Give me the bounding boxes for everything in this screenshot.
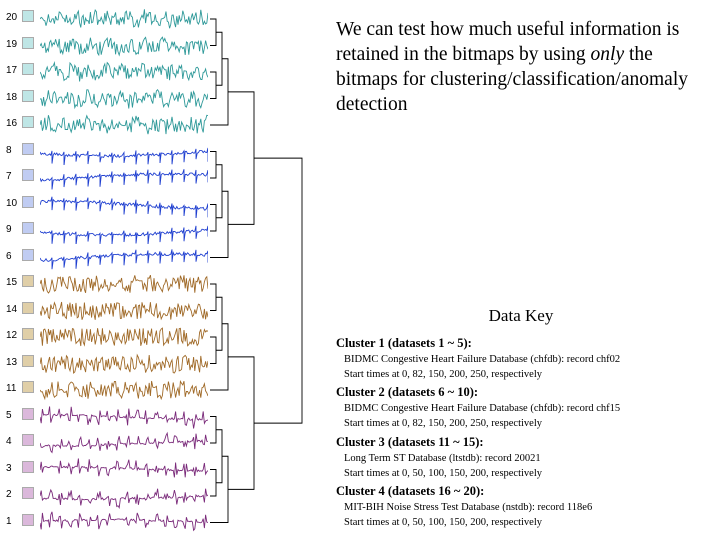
cluster-heading: Cluster 4 (datasets 16 ~ 20):: [336, 484, 706, 499]
waveform: [40, 377, 208, 403]
waveform-row: 16: [22, 112, 222, 139]
waveform: [40, 510, 208, 536]
headline-emph: only: [591, 44, 625, 65]
color-swatch: [22, 196, 34, 208]
waveform-row: 10: [22, 192, 222, 219]
cluster-heading: Cluster 1 (datasets 1 ~ 5):: [336, 336, 706, 351]
waveform-row: 6: [22, 245, 222, 272]
row-label: 3: [6, 463, 12, 474]
cluster-detail: Start times at 0, 50, 100, 150, 200, res…: [344, 516, 706, 529]
waveform: [40, 324, 208, 350]
row-label: 5: [6, 410, 12, 421]
color-swatch: [22, 487, 34, 499]
row-label: 19: [6, 39, 17, 50]
waveform-row: 19: [22, 33, 222, 60]
row-label: 12: [6, 330, 17, 341]
waveform-row: 15: [22, 271, 222, 298]
waveform-row: 9: [22, 218, 222, 245]
waveform-row: 20: [22, 6, 222, 33]
waveform-row: 12: [22, 324, 222, 351]
row-label: 13: [6, 357, 17, 368]
waveform-row: 5: [22, 404, 222, 431]
row-label: 11: [6, 383, 16, 394]
dendrogram: [210, 6, 320, 536]
waveform: [40, 192, 208, 218]
waveform: [40, 6, 208, 32]
waveform: [40, 457, 208, 483]
cluster-detail: Start times at 0, 82, 150, 200, 250, res…: [344, 417, 706, 430]
color-swatch: [22, 10, 34, 22]
color-swatch: [22, 408, 34, 420]
row-label: 9: [6, 224, 12, 235]
waveform: [40, 33, 208, 59]
row-label: 10: [6, 198, 17, 209]
color-swatch: [22, 169, 34, 181]
waveform-row: 2: [22, 483, 222, 510]
waveform-row: 7: [22, 165, 222, 192]
row-label: 6: [6, 251, 12, 262]
color-swatch: [22, 355, 34, 367]
waveform-row: 8: [22, 139, 222, 166]
waveform: [40, 271, 208, 297]
waveform: [40, 165, 208, 191]
waveform: [40, 218, 208, 244]
row-label: 7: [6, 171, 12, 182]
color-swatch: [22, 63, 34, 75]
row-label: 15: [6, 277, 17, 288]
color-swatch: [22, 249, 34, 261]
row-label: 20: [6, 12, 17, 23]
waveform: [40, 112, 208, 138]
waveform-row: 14: [22, 298, 222, 325]
row-label: 17: [6, 65, 17, 76]
waveform: [40, 483, 208, 509]
cluster-heading: Cluster 2 (datasets 6 ~ 10):: [336, 385, 706, 400]
color-swatch: [22, 328, 34, 340]
headline-text: We can test how much useful information …: [336, 18, 706, 118]
cluster-detail: BIDMC Congestive Heart Failure Database …: [344, 353, 706, 366]
waveform-row: 13: [22, 351, 222, 378]
row-label: 4: [6, 436, 12, 447]
waveform: [40, 245, 208, 271]
color-swatch: [22, 514, 34, 526]
color-swatch: [22, 143, 34, 155]
row-label: 18: [6, 92, 17, 103]
color-swatch: [22, 461, 34, 473]
color-swatch: [22, 37, 34, 49]
waveform: [40, 59, 208, 85]
color-swatch: [22, 434, 34, 446]
waveform: [40, 430, 208, 456]
waveform: [40, 298, 208, 324]
color-swatch: [22, 381, 34, 393]
waveform-row: 3: [22, 457, 222, 484]
data-key-title: Data Key: [336, 306, 706, 326]
waveform: [40, 351, 208, 377]
cluster-heading: Cluster 3 (datasets 11 ~ 15):: [336, 435, 706, 450]
waveform-row: 17: [22, 59, 222, 86]
waveform-row: 4: [22, 430, 222, 457]
color-swatch: [22, 90, 34, 102]
row-label: 2: [6, 489, 12, 500]
cluster-detail: Start times at 0, 50, 100, 150, 200, res…: [344, 467, 706, 480]
data-key: Data Key Cluster 1 (datasets 1 ~ 5): BIDM…: [336, 306, 706, 531]
row-label: 8: [6, 145, 12, 156]
waveform-row: 11: [22, 377, 222, 404]
waveform: [40, 404, 208, 430]
waveform-row: 1: [22, 510, 222, 537]
cluster-detail: MIT-BIH Noise Stress Test Database (nstd…: [344, 501, 706, 514]
row-label: 1: [6, 516, 12, 527]
waveform: [40, 139, 208, 165]
waveform-row: 18: [22, 86, 222, 113]
row-label: 16: [6, 118, 17, 129]
row-label: 14: [6, 304, 17, 315]
cluster-detail: Start times at 0, 82, 150, 200, 250, res…: [344, 368, 706, 381]
cluster-detail: BIDMC Congestive Heart Failure Database …: [344, 402, 706, 415]
waveform: [40, 86, 208, 112]
waveform-rows: 2019171816871096151412131154321: [22, 6, 222, 536]
color-swatch: [22, 116, 34, 128]
color-swatch: [22, 302, 34, 314]
cluster-detail: Long Term ST Database (ltstdb): record 2…: [344, 452, 706, 465]
color-swatch: [22, 222, 34, 234]
color-swatch: [22, 275, 34, 287]
